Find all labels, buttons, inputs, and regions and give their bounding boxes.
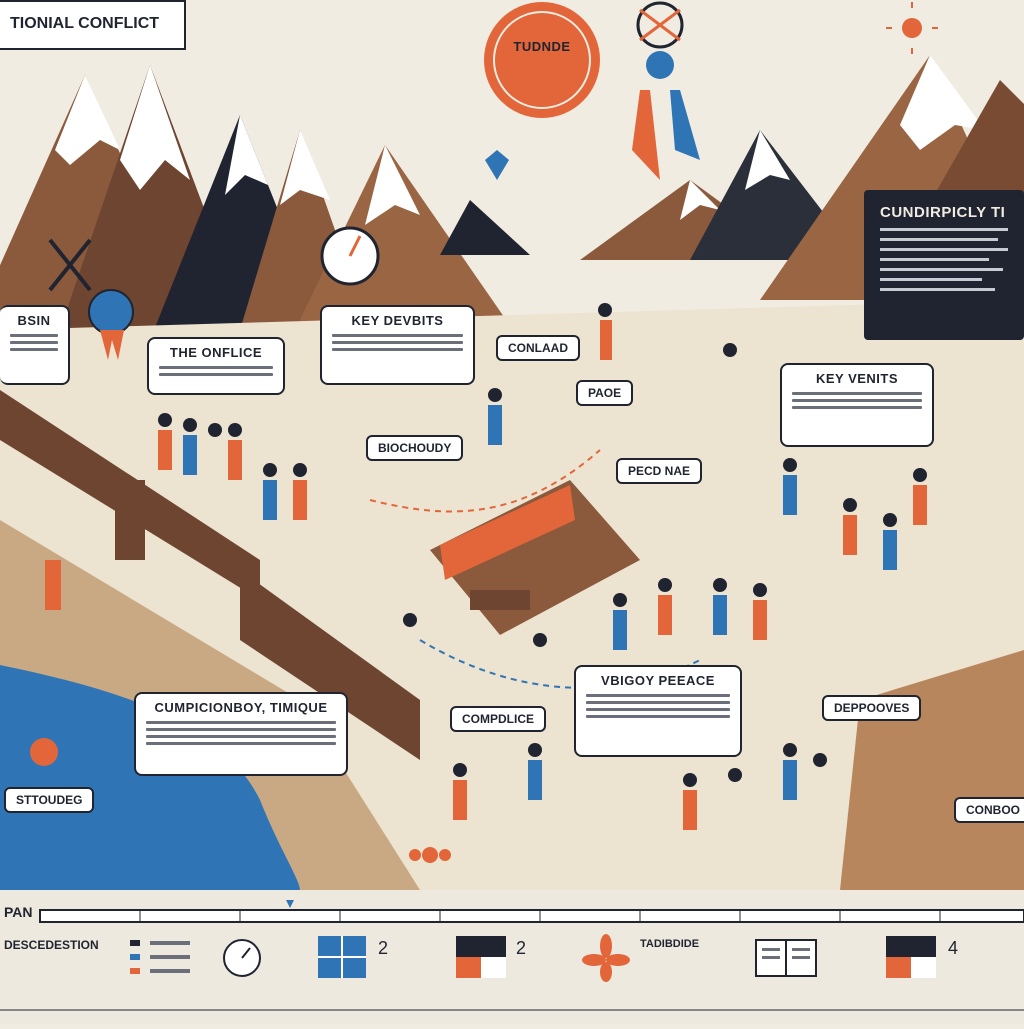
clock-icon	[320, 226, 380, 286]
tag-conlaad: CONLAAD	[496, 335, 580, 361]
marker-box-2	[456, 936, 506, 978]
heart-icon	[485, 150, 509, 180]
crowd-figures	[45, 303, 927, 830]
callout-title: THE ONFLICE	[169, 345, 263, 360]
callout-sun-caption: TUDNDE	[486, 5, 598, 105]
sun-icon	[484, 2, 600, 118]
mountain-range-left	[0, 65, 530, 340]
crossed-arrows-icon	[48, 238, 92, 292]
timeline-mid-text: TADIBDIDE	[640, 938, 700, 950]
timeline: PAN DESCEDESTION 2 2 TADIBDIDE 4	[0, 890, 1024, 1024]
book-icon	[755, 939, 817, 977]
tag-oulo: OULO	[80, 744, 115, 758]
flower-icon	[409, 847, 451, 863]
palisade-fence	[0, 390, 420, 760]
medal-icon	[88, 289, 134, 360]
callout-key-events-right: KEY VENITS	[780, 363, 934, 447]
callout-begin: BSIN	[0, 305, 70, 385]
marker-box-3	[886, 936, 936, 978]
callout-complex-timeline: CUMPICIONBOY, TIMIQUE	[134, 692, 348, 776]
dreamcatcher-icon	[632, 1, 700, 180]
timeline-marker-3-label: 4	[948, 938, 959, 958]
timeline-legend-label: DESCEDESTION	[4, 938, 99, 952]
timeline-marker-2-label: 2	[516, 938, 527, 958]
callout-title: VBIGOY PEEACE	[601, 673, 715, 688]
callout-key-events-left: KEY DEVBITS	[320, 305, 475, 385]
info-panel-title: CUNDIRPICLY TI	[880, 204, 1006, 221]
clock-icon	[223, 939, 261, 977]
callout-title: CUMPICIONBOY, TIMIQUE	[154, 700, 328, 715]
tag-deppooves: DEPPOOVES	[822, 695, 922, 721]
callout-title: KEY VENITS	[815, 371, 899, 386]
page-title: TIONIAL CONFLICT	[0, 0, 186, 50]
sun-icon-small	[886, 2, 938, 54]
callout-title: TUDNDE	[513, 39, 571, 54]
timeline-start-label: PAN	[4, 904, 33, 920]
sun-icon-river	[30, 738, 58, 766]
marker-box-1	[318, 936, 366, 978]
trading-post	[430, 480, 640, 635]
callout-title: KEY DEVBITS	[351, 313, 444, 328]
timeline-marker-1-label: 2	[378, 938, 389, 958]
callout-vrigoy-peace: VBIGOY PEEACE	[574, 665, 742, 757]
river	[0, 665, 300, 890]
flower-icon	[582, 934, 630, 982]
tag-pecd-nae: PECD NAE	[616, 458, 703, 484]
callout-title: BSIN	[17, 313, 51, 328]
callout-the-conflict: THE ONFLICE	[147, 337, 285, 395]
tag-sttoudeg: STTOUDEG	[4, 787, 95, 813]
tag-conboo: CONBOO	[954, 797, 1024, 823]
legend-swatches	[130, 940, 190, 974]
tag-compdlice: COMPDLICE	[450, 706, 546, 732]
timeline-ruler	[0, 900, 1024, 1011]
tag-paoe: PAOE	[576, 380, 634, 406]
info-panel-dark: CUNDIRPICLY TI	[864, 190, 1024, 340]
tag-biochoudy: BIOCHOUDY	[366, 435, 464, 461]
